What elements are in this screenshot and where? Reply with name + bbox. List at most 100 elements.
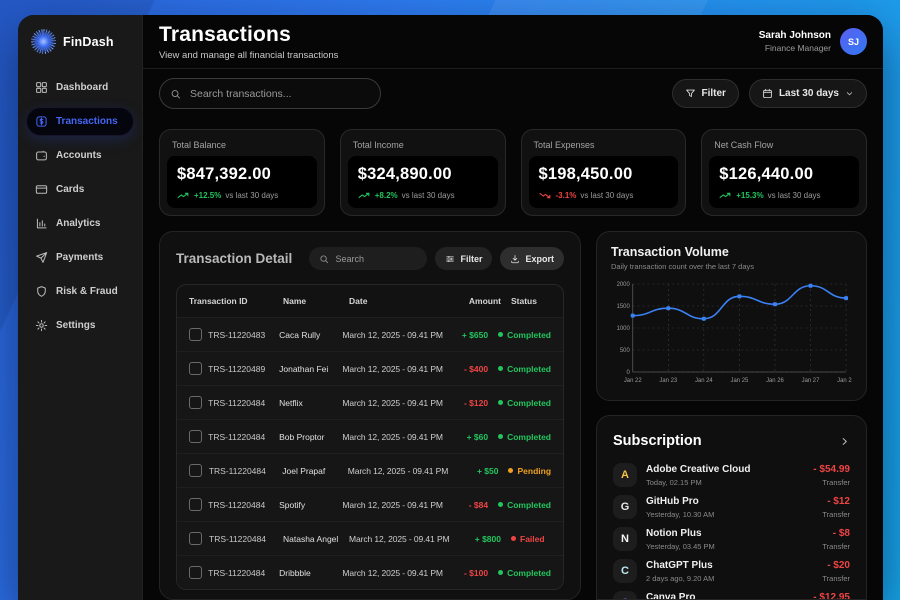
- sidebar-item-dashboard[interactable]: Dashboard: [27, 74, 133, 101]
- sidebar-item-risk-fraud[interactable]: Risk & Fraud: [27, 278, 133, 305]
- accounts-icon: [35, 149, 48, 162]
- table-filter-label: Filter: [460, 253, 483, 264]
- panel-title: Transaction Detail: [176, 251, 293, 266]
- svg-text:1500: 1500: [617, 304, 631, 310]
- chatgpt-icon: C: [613, 559, 637, 583]
- subscription-info: Canva Pro: [646, 592, 804, 600]
- panel-header: Transaction Detail Search Filter Export: [176, 247, 564, 270]
- table-search[interactable]: Search: [309, 247, 428, 270]
- subscription-item[interactable]: C Canva Pro - $12.95: [613, 587, 850, 600]
- subscription-item[interactable]: C ChatGPT Plus 2 days ago, 9.20 AM - $20…: [613, 555, 850, 587]
- subscription-time: Today, 02.15 PM: [646, 477, 702, 487]
- subscription-name: Canva Pro: [646, 591, 696, 600]
- calendar-icon: [762, 88, 773, 99]
- subscription-item[interactable]: A Adobe Creative Cloud Today, 02.15 PM -…: [613, 459, 850, 491]
- status-dot-icon: [508, 468, 514, 473]
- row-checkbox[interactable]: [189, 362, 202, 375]
- sidebar-item-cards[interactable]: Cards: [27, 176, 133, 203]
- subscription-item[interactable]: N Notion Plus Yesterday, 03.45 PM - $8 T…: [613, 523, 850, 555]
- avatar[interactable]: SJ: [840, 28, 867, 55]
- cell-date: March 12, 2025 - 09.41 PM: [342, 431, 443, 442]
- stat-box: $847,392.00 +12.5% vs last 30 days: [167, 156, 317, 208]
- cell-name: Natasha Angel: [283, 533, 339, 544]
- subscription-amount-wrap: - $8 Transfer: [822, 528, 850, 551]
- table-row[interactable]: TRS-11220484 Natasha Angel March 12, 202…: [177, 521, 563, 555]
- row-checkbox[interactable]: [189, 328, 202, 341]
- cell-date: March 12, 2025 - 09.41 PM: [342, 499, 443, 510]
- subscription-item[interactable]: G GitHub Pro Yesterday, 10.30 AM - $12 T…: [613, 491, 850, 523]
- table-row[interactable]: TRS-11220489 Jonathan Fei March 12, 2025…: [177, 351, 563, 385]
- row-checkbox[interactable]: [189, 498, 202, 511]
- cell-name: Spotify: [279, 499, 306, 510]
- user-name: Sarah Johnson: [758, 30, 831, 41]
- filter-button[interactable]: Filter: [671, 79, 739, 108]
- checkbox-cell: [189, 498, 208, 511]
- table-row[interactable]: TRS-11220483 Caca Rully March 12, 2025 -…: [177, 317, 563, 351]
- svg-text:500: 500: [620, 348, 631, 354]
- svg-text:Jan 27: Jan 27: [802, 378, 820, 384]
- table-row[interactable]: TRS-11220484 Netflix March 12, 2025 - 09…: [177, 385, 563, 419]
- table-filter-button[interactable]: Filter: [435, 247, 493, 270]
- subscription-method: Transfer: [822, 477, 850, 487]
- search-input[interactable]: [159, 78, 381, 109]
- row-checkbox[interactable]: [189, 566, 202, 579]
- transaction-detail-panel: Transaction Detail Search Filter Export: [159, 231, 581, 600]
- cell-transaction-id: TRS-11220483: [208, 329, 266, 340]
- stat-change-percent: -3.1%: [555, 191, 577, 200]
- checkbox-cell: [189, 430, 208, 443]
- cell-amount: + $60: [466, 431, 489, 442]
- search-icon: [319, 254, 329, 264]
- sidebar-item-accounts[interactable]: Accounts: [27, 142, 133, 169]
- filter-button-label: Filter: [701, 88, 726, 99]
- status-badge: Completed: [488, 398, 551, 408]
- stat-box: $126,440.00 +15.3% vs last 30 days: [709, 156, 859, 208]
- status-dot-icon: [498, 570, 504, 575]
- table-row[interactable]: TRS-11220484 Joel Prapaf March 12, 2025 …: [177, 453, 563, 487]
- row-checkbox[interactable]: [189, 464, 202, 477]
- cell-amount: - $84: [468, 499, 489, 510]
- table-header-row: Transaction ID Name Date Amount Status: [177, 285, 563, 317]
- stat-change-period: vs last 30 days: [401, 191, 455, 200]
- sidebar-item-payments[interactable]: Payments: [27, 244, 133, 271]
- stat-card-total-income: Total Income $324,890.00 +8.2% vs last 3…: [339, 129, 506, 216]
- row-checkbox[interactable]: [189, 396, 202, 409]
- search-icon: [170, 88, 181, 99]
- export-button[interactable]: Export: [500, 247, 564, 270]
- download-icon: [510, 254, 520, 264]
- stat-change-period: vs last 30 days: [767, 191, 821, 200]
- app-window: FinDash Dashboard Transactions Accounts …: [18, 15, 883, 600]
- table-row[interactable]: TRS-11220484 Bob Proptor March 12, 2025 …: [177, 419, 563, 453]
- cell-date: March 12, 2025 - 09.41 PM: [342, 329, 443, 340]
- sidebar-item-settings[interactable]: Settings: [27, 312, 133, 339]
- sidebar-item-transactions[interactable]: Transactions: [27, 108, 133, 135]
- chevron-right-icon[interactable]: [839, 436, 850, 447]
- subscription-info: Notion Plus Yesterday, 03.45 PM: [646, 528, 813, 551]
- row-checkbox[interactable]: [189, 430, 202, 443]
- date-range-button[interactable]: Last 30 days: [748, 79, 867, 108]
- column-header-name: Name: [283, 296, 307, 306]
- risk-icon: [35, 285, 48, 298]
- status-dot-icon: [498, 400, 504, 405]
- row-checkbox[interactable]: [189, 532, 202, 545]
- cell-amount: - $100: [463, 567, 489, 578]
- page-subtitle: View and manage all financial transactio…: [159, 49, 339, 61]
- sidebar-item-analytics[interactable]: Analytics: [27, 210, 133, 237]
- subscription-time: Yesterday, 03.45 PM: [646, 541, 715, 551]
- svg-text:Jan 28: Jan 28: [837, 378, 852, 384]
- stat-change-period: vs last 30 days: [580, 191, 634, 200]
- status-dot-icon: [498, 366, 504, 371]
- subscription-name: GitHub Pro: [646, 495, 699, 507]
- payments-icon: [35, 251, 48, 264]
- sidebar-item-label: Analytics: [56, 218, 101, 229]
- cards-icon: [35, 183, 48, 196]
- brand[interactable]: FinDash: [18, 15, 142, 60]
- transactions-icon: [35, 115, 48, 128]
- svg-text:Jan 26: Jan 26: [766, 378, 784, 384]
- main-area: Transactions View and manage all financi…: [143, 15, 883, 600]
- table-row[interactable]: TRS-11220484 Spotify March 12, 2025 - 09…: [177, 487, 563, 521]
- content-area: Transaction Detail Search Filter Export: [143, 216, 883, 600]
- table-row[interactable]: TRS-11220484 Dribbble March 12, 2025 - 0…: [177, 555, 563, 589]
- stat-label: Total Expenses: [533, 140, 595, 150]
- cell-name: Netflix: [279, 397, 303, 408]
